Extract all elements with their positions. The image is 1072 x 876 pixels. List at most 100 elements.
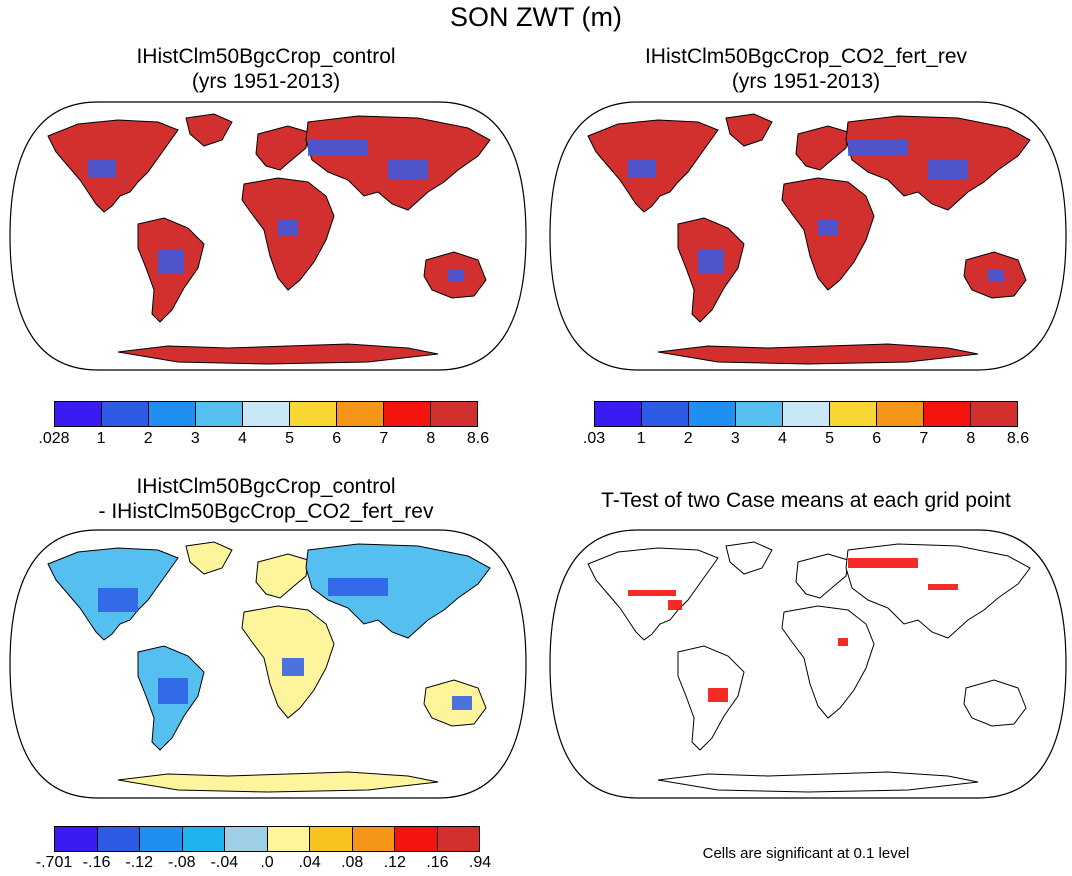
colorbar-tick-label: 8.6 — [1006, 430, 1030, 447]
map-control-zwt — [9, 101, 527, 371]
panel-title-line2: (yrs 1951-2013) — [191, 70, 341, 93]
continent-antarctica — [657, 343, 979, 365]
colorbar-swatch — [352, 827, 395, 851]
significance-note: Cells are significant at 0.1 level — [702, 845, 910, 862]
colorbar-swatch — [337, 402, 384, 426]
panel-title-line1: IHistClm50BgcCrop_control — [136, 475, 396, 498]
colorbar-swatch — [971, 402, 1017, 426]
continent-europe — [255, 125, 309, 171]
map-outline — [9, 101, 527, 371]
significant-cells — [628, 590, 676, 596]
grid-cell-patch — [388, 160, 428, 180]
colorbar-swatch — [149, 402, 196, 426]
colorbar-swatch — [55, 827, 98, 851]
map-outline — [9, 529, 527, 799]
grid-cell-patch — [282, 658, 304, 676]
colorbar-tick-label: 2 — [683, 430, 693, 447]
colorbar-tick-label: 6 — [872, 430, 882, 447]
colorbar-swatch — [290, 402, 337, 426]
grid-cell-patch — [698, 250, 724, 274]
colorbar-labels-co2-fert-rev: .03 1 2 3 4 5 6 7 8 8.6 — [583, 430, 1029, 452]
colorbar-tick-label: 5 — [825, 430, 834, 447]
colorbar-tick-label: .16 — [426, 854, 449, 871]
continent-europe — [255, 553, 309, 599]
panel-title-difference: IHistClm50BgcCrop_control - IHistClm50Bg… — [6, 474, 526, 524]
colorbar-swatch — [102, 402, 149, 426]
map-ttest-significance — [549, 529, 1067, 799]
colorbar-tick-label: 3 — [730, 430, 740, 447]
figure-title: SON ZWT (m) — [450, 2, 622, 32]
colorbar-tick-label: 7 — [379, 430, 389, 447]
grid-cell-patch — [848, 140, 908, 156]
colorbar-swatch — [595, 402, 642, 426]
map-difference-zwt — [9, 529, 527, 799]
colorbar-tick-label: .94 — [468, 854, 492, 871]
colorbar-swatch — [877, 402, 924, 426]
map-co2-fert-rev-zwt — [549, 101, 1067, 371]
colorbar-swatch — [783, 402, 830, 426]
colorbar-swatch — [97, 827, 140, 851]
significant-cells — [668, 600, 682, 610]
colorbar-swatch — [437, 827, 479, 851]
grid-cell-patch — [628, 160, 656, 178]
continent-asia — [305, 543, 491, 639]
significant-cells — [708, 688, 728, 702]
colorbar-tick-label: .08 — [341, 854, 364, 871]
panel-title-control: IHistClm50BgcCrop_control (yrs 1951-2013… — [6, 44, 526, 94]
colorbar-swatch — [243, 402, 290, 426]
colorbar-swatch — [384, 402, 431, 426]
colorbar-swatch — [140, 827, 183, 851]
colorbar-tick-label: 8 — [966, 430, 976, 447]
colorbar-tick-label: .04 — [298, 854, 321, 871]
colorbar-labels-control: .028 1 2 3 4 5 6 7 8 8.6 — [38, 430, 489, 452]
grid-cell-patch — [278, 220, 298, 236]
colorbar-tick-label: 6 — [332, 430, 342, 447]
colorbar-tick-label: 3 — [190, 430, 200, 447]
panel-title-ttest: T-Test of two Case means at each grid po… — [546, 488, 1066, 513]
panel-title-line2: (yrs 1951-2013) — [731, 70, 881, 93]
grid-cell-patch — [158, 250, 184, 274]
colorbar-tick-label: 2 — [143, 430, 153, 447]
continent-australia — [963, 679, 1027, 727]
panel-title-line2: - IHistClm50BgcCrop_CO2_fert_rev — [98, 500, 434, 523]
continent-antarctica — [117, 343, 439, 365]
grid-cell-patch — [308, 140, 368, 156]
grid-cell-patch — [818, 220, 838, 236]
colorbar-tick-label: .03 — [582, 430, 606, 447]
continent-antarctica — [117, 771, 439, 793]
continent-europe — [795, 125, 849, 171]
colorbar-tick-label: -.08 — [168, 854, 196, 871]
colorbar-tick-label: 1 — [636, 430, 646, 447]
map-outline — [549, 529, 1067, 799]
colorbar-swatch — [736, 402, 783, 426]
colorbar-difference — [54, 826, 480, 852]
colorbar-swatch — [225, 827, 268, 851]
panel-title-co2-fert-rev: IHistClm50BgcCrop_CO2_fert_rev (yrs 1951… — [546, 44, 1066, 94]
grid-cell-patch — [88, 160, 116, 178]
grid-cell-patch — [158, 678, 188, 704]
map-outline — [549, 101, 1067, 371]
colorbar-swatch — [431, 402, 477, 426]
panel-title-line1: T-Test of two Case means at each grid po… — [601, 489, 1011, 512]
grid-cell-patch — [988, 270, 1004, 282]
colorbar-tick-label: 4 — [237, 430, 247, 447]
colorbar-labels-difference: -.701 -.16 -.12 -.08 -.04 .0 .04 .08 .12 .16 .94 — [36, 854, 491, 876]
colorbar-co2-fert-rev — [594, 401, 1018, 427]
continent-greenland — [185, 113, 233, 147]
colorbar-tick-label: .0 — [260, 854, 274, 871]
colorbar-swatch — [196, 402, 243, 426]
colorbar-tick-label: -.12 — [125, 854, 153, 871]
continent-antarctica — [657, 771, 979, 793]
colorbar-swatch — [267, 827, 310, 851]
colorbar-swatch — [642, 402, 689, 426]
colorbar-tick-label: -.04 — [210, 854, 239, 871]
grid-cell-patch — [928, 160, 968, 180]
colorbar-swatch — [924, 402, 971, 426]
colorbar-swatch — [689, 402, 736, 426]
grid-cell-patch — [452, 696, 472, 710]
panel-title-line1: IHistClm50BgcCrop_control — [136, 45, 396, 68]
significant-cells — [848, 558, 918, 568]
colorbar-tick-label: -.16 — [82, 854, 111, 871]
colorbar-swatch — [310, 827, 353, 851]
colorbar-tick-label: -.701 — [35, 854, 73, 871]
